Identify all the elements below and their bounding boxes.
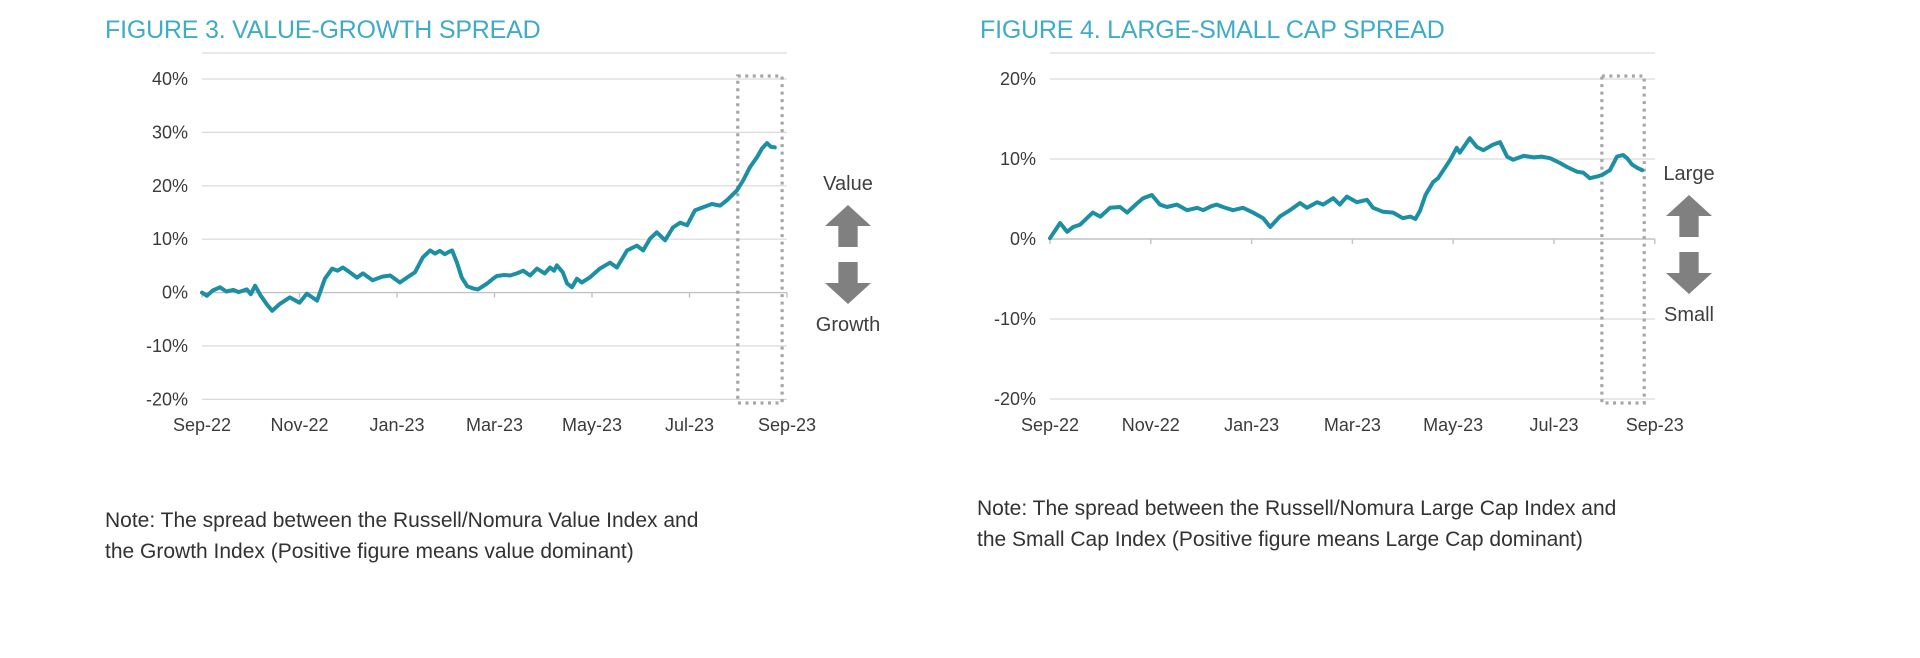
x-tick-label: Jul-23: [665, 415, 714, 435]
down-arrow-icon: [1666, 252, 1712, 294]
figure4-title: FIGURE 4. LARGE-SMALL CAP SPREAD: [980, 16, 1445, 44]
y-tick-label: -10%: [994, 309, 1036, 329]
x-tick-label: Jan-23: [1224, 415, 1279, 435]
y-tick-label: -20%: [146, 389, 188, 409]
x-tick-label: Sep-23: [758, 415, 816, 435]
figure3-note: Note: The spread between the Russell/Nom…: [105, 509, 699, 563]
figure3-title: FIGURE 3. VALUE-GROWTH SPREAD: [105, 16, 541, 44]
x-tick-label: Sep-23: [1626, 415, 1684, 435]
x-tick-label: Mar-23: [1324, 415, 1381, 435]
highlight-box: [1600, 74, 1646, 405]
growth-label: Growth: [815, 314, 881, 336]
series-line: [1048, 136, 1645, 241]
x-tick-label: Jul-23: [1529, 415, 1578, 435]
x-tick-label: Nov-22: [270, 415, 328, 435]
y-tick-label: 10%: [152, 229, 188, 249]
x-tick-label: Sep-22: [1021, 415, 1079, 435]
figure4-note: Note: The spread between the Russell/Nom…: [977, 497, 1617, 551]
y-tick-label: 40%: [152, 69, 188, 89]
y-tick-label: -10%: [146, 336, 188, 356]
y-tick-label: 0%: [162, 283, 188, 303]
y-tick-label: 20%: [1000, 69, 1036, 89]
y-tick-label: 10%: [1000, 149, 1036, 169]
x-tick-label: May-23: [562, 415, 622, 435]
up-arrow-icon: [825, 205, 871, 247]
x-tick-label: Mar-23: [466, 415, 523, 435]
large-label: Large: [1663, 163, 1715, 185]
down-arrow-icon: [825, 262, 871, 304]
y-tick-label: -20%: [994, 389, 1036, 409]
small-label: Small: [1663, 304, 1714, 326]
y-tick-label: 0%: [1010, 229, 1036, 249]
y-tick-label: 30%: [152, 122, 188, 142]
x-tick-label: Nov-22: [1122, 415, 1180, 435]
x-tick-label: May-23: [1423, 415, 1483, 435]
y-tick-label: 20%: [152, 176, 188, 196]
figure4-direction-legend: Large Small: [1627, 162, 1751, 327]
up-arrow-icon: [1666, 195, 1712, 237]
x-tick-label: Sep-22: [173, 415, 231, 435]
value-label: Value: [823, 173, 873, 195]
series-line: [200, 141, 777, 313]
figure3-direction-legend: Value Growth: [786, 172, 910, 337]
highlight-box: [736, 74, 784, 405]
x-tick-label: Jan-23: [369, 415, 424, 435]
